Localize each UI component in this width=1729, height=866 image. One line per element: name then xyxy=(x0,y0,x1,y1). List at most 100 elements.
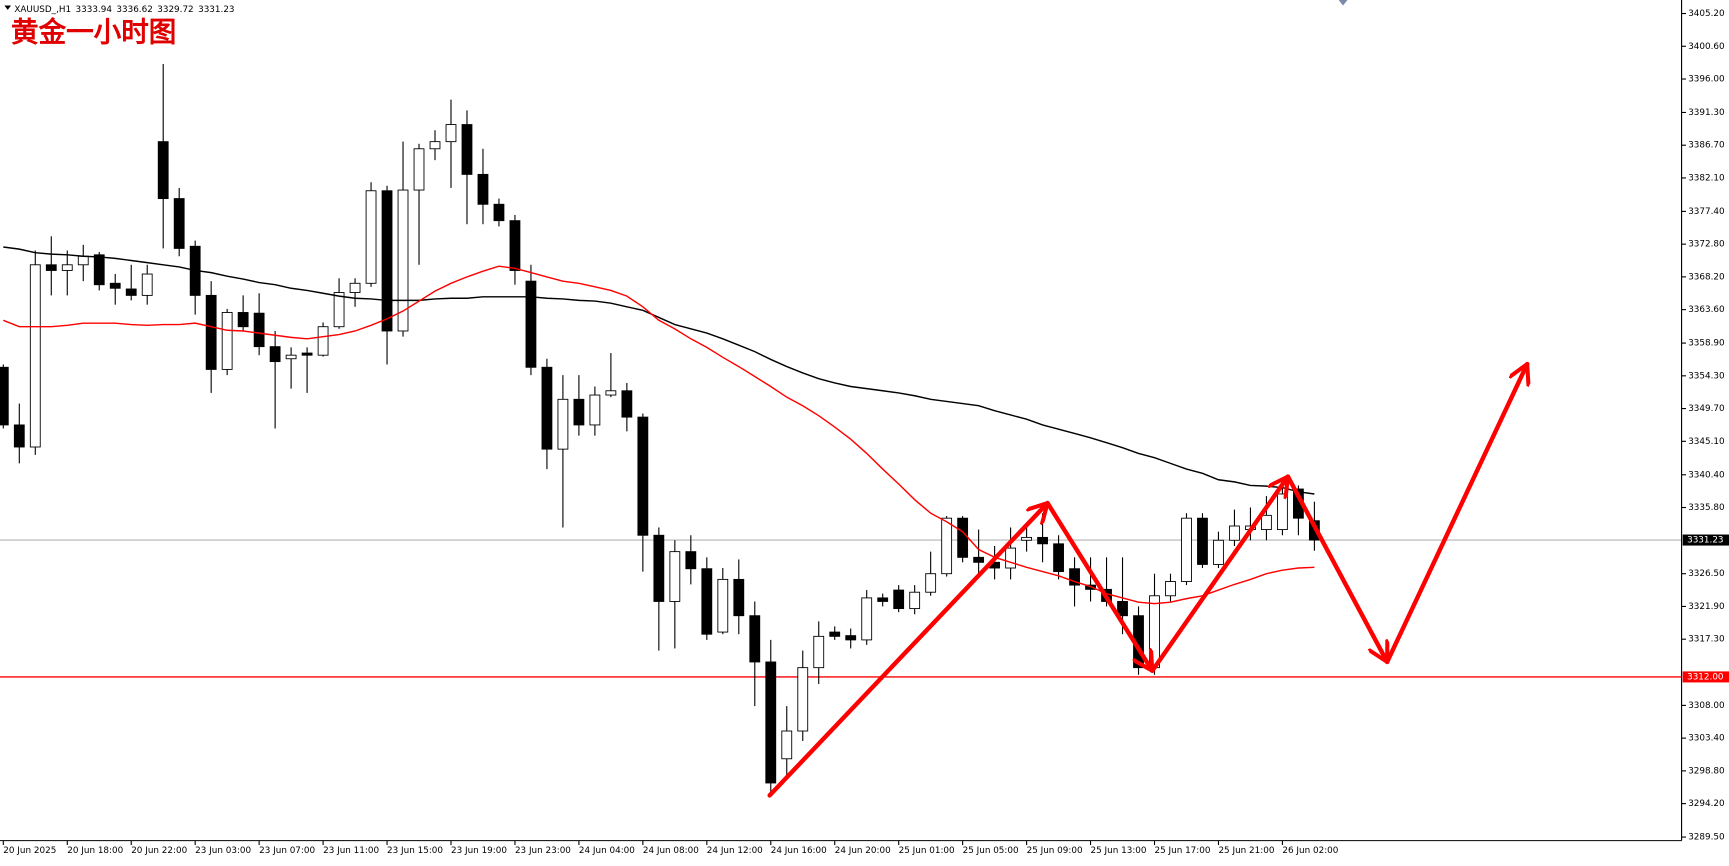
candle-body xyxy=(445,124,457,143)
y-tick-label: 3405.20 xyxy=(1688,9,1725,19)
candle-body xyxy=(1037,536,1048,545)
candle-body xyxy=(397,189,409,332)
y-tick-label: 3340.40 xyxy=(1688,470,1725,480)
candle-body xyxy=(909,591,921,610)
candle-body xyxy=(269,346,281,363)
candle-body xyxy=(829,631,841,637)
x-tick-label: 25 Jun 17:00 xyxy=(1155,846,1211,856)
candle-body xyxy=(13,424,25,448)
x-tick-label: 24 Jun 12:00 xyxy=(707,846,763,856)
y-tick-label: 3349.70 xyxy=(1688,404,1725,414)
header-low: 3329.72 xyxy=(157,4,193,14)
candle-body xyxy=(461,124,473,175)
candle-body xyxy=(557,398,569,450)
candle-body xyxy=(477,173,489,205)
candle-body xyxy=(1213,539,1224,565)
candle-body xyxy=(253,312,265,348)
x-tick-label: 20 Jun 22:00 xyxy=(131,846,187,856)
candle-body xyxy=(237,312,249,328)
y-tick-label: 3321.90 xyxy=(1688,602,1725,612)
candle-body xyxy=(1261,514,1272,531)
candle-body xyxy=(173,198,185,249)
x-tick-label: 23 Jun 19:00 xyxy=(451,846,507,856)
x-tick-label: 25 Jun 13:00 xyxy=(1091,846,1147,856)
candle-body xyxy=(797,667,809,732)
y-tick-label: 3335.80 xyxy=(1688,503,1725,513)
candle-body xyxy=(573,398,585,426)
shift-marker xyxy=(1338,0,1348,6)
candle-body xyxy=(1277,493,1288,531)
candle-body xyxy=(381,190,393,332)
candle-body xyxy=(45,264,57,271)
y-tick-label: 3298.80 xyxy=(1688,766,1725,776)
candle-body xyxy=(637,416,649,536)
y-tick-label: 3377.40 xyxy=(1688,207,1725,217)
y-tick-label: 3289.50 xyxy=(1688,833,1725,843)
candle-body xyxy=(429,141,441,150)
y-tick-label: 3372.80 xyxy=(1688,240,1725,250)
candle-body xyxy=(1005,547,1017,569)
candle-body xyxy=(493,203,505,222)
x-tick-label: 25 Jun 01:00 xyxy=(899,846,955,856)
x-tick-label: 25 Jun 05:00 xyxy=(963,846,1019,856)
moving-average xyxy=(3,246,1315,495)
candle-body xyxy=(349,282,361,293)
x-tick-label: 23 Jun 15:00 xyxy=(387,846,443,856)
y-tick-label: 3391.30 xyxy=(1688,108,1725,118)
x-tick-label: 23 Jun 07:00 xyxy=(259,846,315,856)
y-tick-label: 3363.60 xyxy=(1688,305,1725,315)
candle-body xyxy=(285,354,297,360)
candle-body xyxy=(0,366,9,426)
moving-average xyxy=(3,265,1315,605)
candle-body xyxy=(669,551,681,602)
x-tick-label: 20 Jun 2025 xyxy=(3,846,56,856)
candle-body xyxy=(141,273,153,296)
x-tick-label: 24 Jun 20:00 xyxy=(835,846,891,856)
candle-body xyxy=(1181,517,1192,582)
price-label-box xyxy=(1682,534,1729,546)
header-high: 3336.62 xyxy=(116,4,152,14)
candle-body xyxy=(205,294,217,370)
x-tick-label: 25 Jun 09:00 xyxy=(1027,846,1083,856)
candle-body xyxy=(509,220,521,271)
candle-body xyxy=(861,597,873,641)
y-tick-label: 3400.60 xyxy=(1688,42,1725,52)
x-tick-label: 23 Jun 23:00 xyxy=(515,846,571,856)
arrow xyxy=(1150,477,1288,673)
candle-body xyxy=(1069,568,1080,586)
candle-body xyxy=(701,568,713,635)
candle-body xyxy=(685,551,697,570)
candle-body xyxy=(893,589,905,610)
header-marker xyxy=(4,5,12,10)
x-tick-label: 25 Jun 21:00 xyxy=(1218,846,1274,856)
header-open: 3333.94 xyxy=(76,4,113,14)
arrow xyxy=(1384,364,1527,665)
candle-body xyxy=(541,366,553,450)
candle-body xyxy=(157,141,169,200)
y-tick-label: 3358.90 xyxy=(1688,339,1725,349)
x-tick-label: 26 Jun 02:00 xyxy=(1282,846,1338,856)
y-tick-label: 3368.20 xyxy=(1688,272,1725,282)
candle-body xyxy=(1197,517,1208,565)
y-tick-label: 3386.70 xyxy=(1688,141,1725,151)
candle-body xyxy=(125,288,137,296)
symbol: XAUUSD_,H1 xyxy=(14,4,71,14)
candle-body xyxy=(605,390,617,396)
x-tick-label: 23 Jun 11:00 xyxy=(323,846,379,856)
y-tick-label: 3308.00 xyxy=(1688,701,1725,711)
candle-body xyxy=(957,517,969,558)
candle-body xyxy=(1165,581,1176,597)
candle-body xyxy=(1053,543,1064,573)
candle-body xyxy=(973,556,985,563)
candle-body xyxy=(333,292,345,328)
candle-body xyxy=(845,635,857,641)
candle-body xyxy=(941,517,953,575)
candle-body xyxy=(77,255,89,266)
price-label-box xyxy=(1682,671,1729,683)
x-tick-label: 24 Jun 08:00 xyxy=(643,846,699,856)
x-tick-label: 20 Jun 18:00 xyxy=(67,846,123,856)
y-tick-label: 3294.20 xyxy=(1688,799,1725,809)
chart-title: 黄金一小时图 xyxy=(11,17,176,48)
